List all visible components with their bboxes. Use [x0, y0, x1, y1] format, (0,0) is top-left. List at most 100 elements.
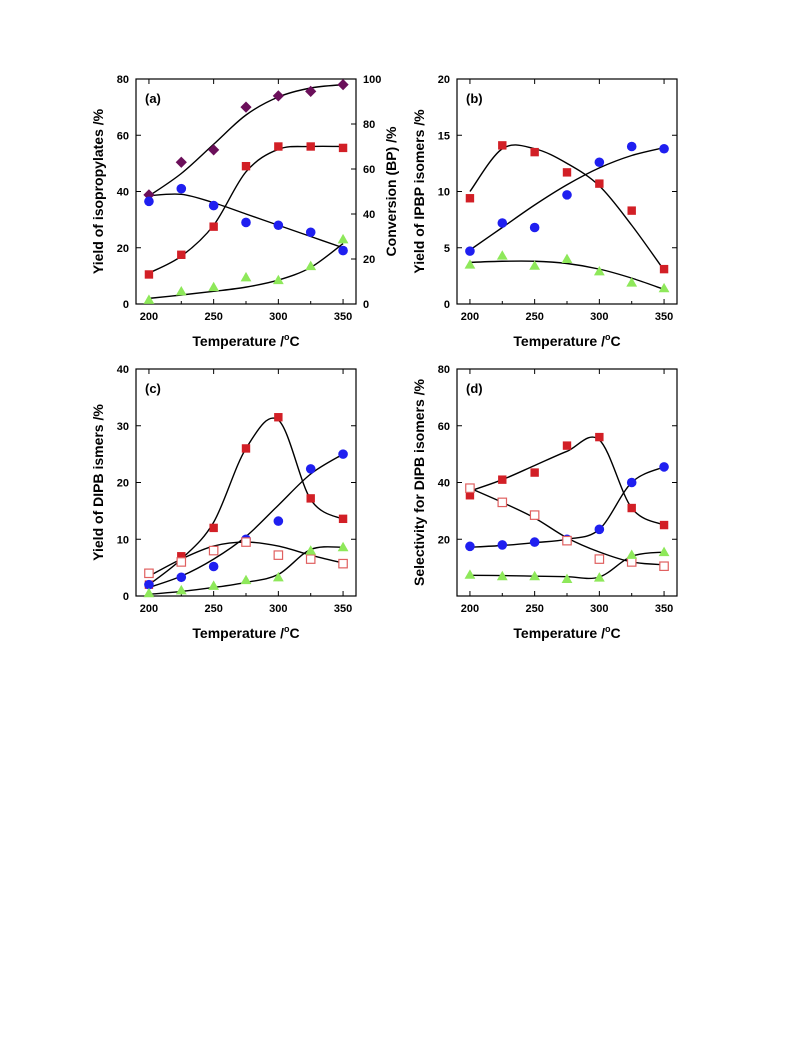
y-axis-label: Yield of IPBP isomers /%: [411, 109, 427, 274]
data-point-open-square: [594, 554, 605, 564]
data-point-diamond: [272, 90, 284, 102]
y2-tick-label: 100: [363, 74, 381, 86]
data-point-circle: [497, 218, 508, 228]
data-point-circle: [144, 196, 154, 207]
data-point-open-square: [562, 535, 572, 546]
x-tick-label: 350: [655, 311, 673, 323]
data-point-circle: [562, 190, 572, 200]
data-point-triangle: [143, 587, 155, 598]
data-point-triangle: [626, 549, 638, 559]
data-point-square: [274, 413, 283, 422]
data-point-triangle: [561, 573, 573, 584]
data-point-circle: [208, 200, 219, 211]
data-point-square: [274, 142, 283, 151]
data-point-triangle: [496, 250, 508, 260]
x-tick-label: 250: [204, 311, 222, 323]
data-point-square: [338, 143, 348, 153]
x-tick-label: 200: [461, 311, 479, 323]
data-point-diamond: [305, 85, 317, 97]
data-point-circle: [529, 222, 540, 233]
x-axis-label: Temperature /oC: [513, 332, 620, 349]
data-point-circle: [497, 540, 508, 550]
data-point-triangle: [143, 294, 155, 304]
data-point-open-square: [659, 561, 669, 572]
plot-frame: [456, 368, 678, 597]
data-point-square: [306, 494, 315, 503]
y-tick-label: 20: [117, 243, 129, 255]
x-tick-label: 300: [269, 603, 287, 615]
data-point-circle: [241, 217, 251, 228]
data-point-square: [498, 141, 507, 150]
data-point-triangle: [208, 281, 220, 292]
chart-panel-c: 200 250 300 350 0 10 20 30 40 Temperature /oC Yiel…: [90, 364, 357, 641]
data-point-triangle: [529, 570, 541, 581]
data-point-triangle: [175, 285, 187, 296]
x-tick-label: 300: [590, 603, 608, 615]
data-point-triangle: [272, 571, 284, 582]
chart-panel-b: 200 250 300 350 0 5 10 15 20 Temperature /oC Yield…: [411, 74, 678, 349]
y2-tick-label: 0: [363, 299, 369, 311]
data-point-diamond: [240, 101, 252, 113]
data-point-open-square: [626, 557, 637, 567]
data-point-triangle: [208, 580, 220, 590]
data-point-triangle: [496, 570, 508, 581]
data-point-triangle: [337, 541, 349, 552]
y2-tick-label: 80: [363, 119, 375, 131]
x-tick-label: 200: [140, 603, 158, 615]
data-point-triangle: [305, 260, 317, 271]
data-point-circle: [465, 541, 475, 552]
x-tick-label: 350: [334, 603, 352, 615]
y-tick-label: 60: [117, 130, 129, 142]
data-point-triangle: [658, 546, 670, 557]
data-point-square: [465, 194, 475, 203]
data-point-square: [627, 206, 636, 215]
data-point-open-square: [144, 568, 154, 579]
y-tick-label: 80: [438, 364, 450, 376]
data-point-circle: [273, 516, 284, 526]
data-point-circle: [626, 141, 637, 152]
fit-curve: [148, 453, 344, 589]
data-point-circle: [273, 220, 284, 231]
data-point-open-square: [497, 497, 508, 508]
data-point-square: [306, 142, 315, 151]
data-point-square: [177, 552, 186, 561]
data-point-square: [338, 514, 348, 524]
y-tick-label: 60: [438, 421, 450, 433]
x-tick-label: 250: [525, 603, 543, 615]
plot-frame: [135, 78, 357, 305]
y-tick-label: 0: [123, 591, 129, 603]
data-point-triangle: [626, 277, 638, 287]
data-point-open-square: [241, 537, 251, 547]
y-tick-label: 30: [117, 421, 129, 433]
y-tick-label: 40: [117, 364, 129, 376]
y-tick-label: 20: [438, 74, 450, 86]
data-point-diamond: [337, 79, 349, 91]
data-point-square: [659, 264, 669, 274]
data-point-circle: [305, 464, 316, 474]
y-tick-label: 10: [438, 187, 450, 199]
data-point-open-square: [338, 558, 348, 569]
data-point-circle: [176, 183, 187, 194]
y2-tick-label: 60: [363, 164, 375, 176]
data-point-triangle: [272, 274, 284, 285]
y-tick-label: 20: [117, 478, 129, 490]
data-point-open-square: [465, 483, 475, 493]
y-tick-label: 0: [123, 299, 129, 311]
data-point-open-square: [176, 557, 187, 567]
data-point-circle: [305, 227, 316, 238]
data-point-circle: [338, 245, 348, 256]
x-tick-label: 300: [269, 311, 287, 323]
data-point-square: [209, 523, 218, 533]
x-axis-label: Temperature /oC: [192, 332, 299, 349]
panel-label: (b): [466, 91, 483, 106]
data-point-triangle: [240, 574, 252, 585]
data-point-circle: [465, 246, 475, 256]
x-tick-label: 250: [525, 311, 543, 323]
data-point-triangle: [240, 271, 252, 282]
x-axis-label: Temperature /oC: [192, 624, 299, 641]
data-point-triangle: [305, 545, 317, 555]
data-point-triangle: [529, 260, 541, 270]
data-point-square: [177, 250, 186, 259]
x-tick-label: 350: [334, 311, 352, 323]
